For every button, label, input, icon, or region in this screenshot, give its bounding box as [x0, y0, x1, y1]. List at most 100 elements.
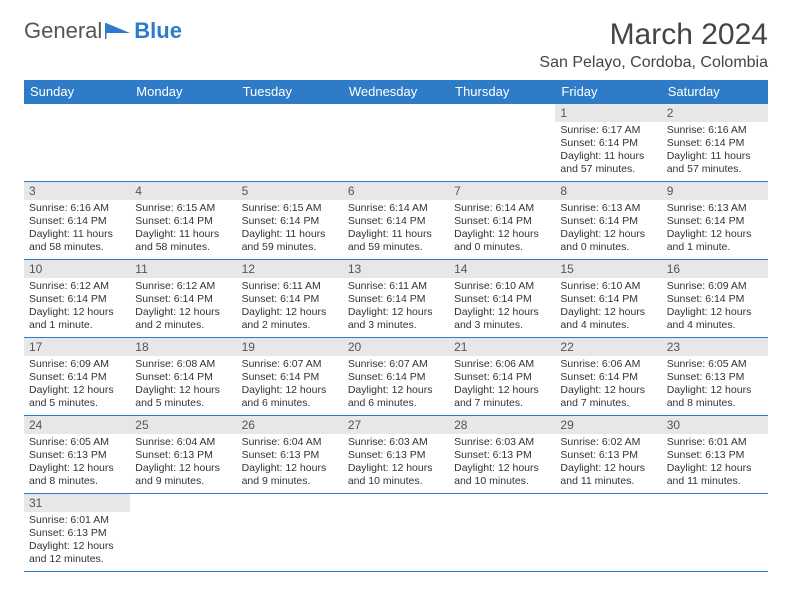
- day-number: 27: [343, 416, 449, 434]
- day-number: 24: [24, 416, 130, 434]
- day-cell: 22Sunrise: 6:06 AMSunset: 6:14 PMDayligh…: [555, 338, 661, 416]
- day-number: 5: [237, 182, 343, 200]
- day-cell: 25Sunrise: 6:04 AMSunset: 6:13 PMDayligh…: [130, 416, 236, 494]
- day-cell: 15Sunrise: 6:10 AMSunset: 6:14 PMDayligh…: [555, 260, 661, 338]
- day-content: Sunrise: 6:01 AMSunset: 6:13 PMDaylight:…: [662, 434, 768, 493]
- logo-text-1: General: [24, 18, 102, 44]
- day-content: Sunrise: 6:06 AMSunset: 6:14 PMDaylight:…: [449, 356, 555, 415]
- day-content: Sunrise: 6:11 AMSunset: 6:14 PMDaylight:…: [237, 278, 343, 337]
- day-content: Sunrise: 6:13 AMSunset: 6:14 PMDaylight:…: [662, 200, 768, 259]
- day-content: Sunrise: 6:04 AMSunset: 6:13 PMDaylight:…: [237, 434, 343, 493]
- day-content: Sunrise: 6:02 AMSunset: 6:13 PMDaylight:…: [555, 434, 661, 493]
- day-cell: 13Sunrise: 6:11 AMSunset: 6:14 PMDayligh…: [343, 260, 449, 338]
- day-cell: 26Sunrise: 6:04 AMSunset: 6:13 PMDayligh…: [237, 416, 343, 494]
- calendar-row: 24Sunrise: 6:05 AMSunset: 6:13 PMDayligh…: [24, 416, 768, 494]
- day-number: 11: [130, 260, 236, 278]
- calendar-body: 1Sunrise: 6:17 AMSunset: 6:14 PMDaylight…: [24, 104, 768, 572]
- day-cell: 5Sunrise: 6:15 AMSunset: 6:14 PMDaylight…: [237, 182, 343, 260]
- day-number: 4: [130, 182, 236, 200]
- day-cell: 14Sunrise: 6:10 AMSunset: 6:14 PMDayligh…: [449, 260, 555, 338]
- day-content: Sunrise: 6:01 AMSunset: 6:13 PMDaylight:…: [24, 512, 130, 571]
- day-cell: 18Sunrise: 6:08 AMSunset: 6:14 PMDayligh…: [130, 338, 236, 416]
- day-cell: 29Sunrise: 6:02 AMSunset: 6:13 PMDayligh…: [555, 416, 661, 494]
- empty-cell: [24, 104, 130, 182]
- day-number: 30: [662, 416, 768, 434]
- day-number: 19: [237, 338, 343, 356]
- day-content: Sunrise: 6:15 AMSunset: 6:14 PMDaylight:…: [130, 200, 236, 259]
- calendar-row: 10Sunrise: 6:12 AMSunset: 6:14 PMDayligh…: [24, 260, 768, 338]
- day-cell: 11Sunrise: 6:12 AMSunset: 6:14 PMDayligh…: [130, 260, 236, 338]
- day-cell: 4Sunrise: 6:15 AMSunset: 6:14 PMDaylight…: [130, 182, 236, 260]
- day-content: Sunrise: 6:04 AMSunset: 6:13 PMDaylight:…: [130, 434, 236, 493]
- day-content: Sunrise: 6:13 AMSunset: 6:14 PMDaylight:…: [555, 200, 661, 259]
- empty-cell: [237, 104, 343, 182]
- day-content: Sunrise: 6:05 AMSunset: 6:13 PMDaylight:…: [662, 356, 768, 415]
- day-number: 18: [130, 338, 236, 356]
- weekday-header: Monday: [130, 80, 236, 104]
- day-number: 23: [662, 338, 768, 356]
- day-cell: 23Sunrise: 6:05 AMSunset: 6:13 PMDayligh…: [662, 338, 768, 416]
- day-number: 15: [555, 260, 661, 278]
- day-number: 14: [449, 260, 555, 278]
- day-cell: 19Sunrise: 6:07 AMSunset: 6:14 PMDayligh…: [237, 338, 343, 416]
- calendar-row: 31Sunrise: 6:01 AMSunset: 6:13 PMDayligh…: [24, 494, 768, 572]
- day-number: 20: [343, 338, 449, 356]
- day-cell: 10Sunrise: 6:12 AMSunset: 6:14 PMDayligh…: [24, 260, 130, 338]
- day-content: Sunrise: 6:08 AMSunset: 6:14 PMDaylight:…: [130, 356, 236, 415]
- day-content: Sunrise: 6:09 AMSunset: 6:14 PMDaylight:…: [662, 278, 768, 337]
- title-block: March 2024 San Pelayo, Cordoba, Colombia: [539, 18, 768, 72]
- day-number: 16: [662, 260, 768, 278]
- day-cell: 24Sunrise: 6:05 AMSunset: 6:13 PMDayligh…: [24, 416, 130, 494]
- day-content: Sunrise: 6:10 AMSunset: 6:14 PMDaylight:…: [449, 278, 555, 337]
- day-number: 13: [343, 260, 449, 278]
- day-content: Sunrise: 6:07 AMSunset: 6:14 PMDaylight:…: [237, 356, 343, 415]
- day-number: 21: [449, 338, 555, 356]
- day-cell: 12Sunrise: 6:11 AMSunset: 6:14 PMDayligh…: [237, 260, 343, 338]
- empty-cell: [130, 104, 236, 182]
- day-content: Sunrise: 6:06 AMSunset: 6:14 PMDaylight:…: [555, 356, 661, 415]
- day-content: Sunrise: 6:14 AMSunset: 6:14 PMDaylight:…: [343, 200, 449, 259]
- logo-text-2: Blue: [134, 18, 182, 44]
- day-cell: 30Sunrise: 6:01 AMSunset: 6:13 PMDayligh…: [662, 416, 768, 494]
- empty-cell: [130, 494, 236, 572]
- calendar-table: SundayMondayTuesdayWednesdayThursdayFrid…: [24, 80, 768, 572]
- day-cell: 17Sunrise: 6:09 AMSunset: 6:14 PMDayligh…: [24, 338, 130, 416]
- weekday-header: Friday: [555, 80, 661, 104]
- logo-flag-icon: [104, 21, 132, 41]
- day-number: 28: [449, 416, 555, 434]
- page-header: General Blue March 2024 San Pelayo, Cord…: [24, 18, 768, 72]
- weekday-header: Sunday: [24, 80, 130, 104]
- calendar-row: 1Sunrise: 6:17 AMSunset: 6:14 PMDaylight…: [24, 104, 768, 182]
- day-cell: 8Sunrise: 6:13 AMSunset: 6:14 PMDaylight…: [555, 182, 661, 260]
- day-content: Sunrise: 6:03 AMSunset: 6:13 PMDaylight:…: [449, 434, 555, 493]
- empty-cell: [343, 104, 449, 182]
- page-title: March 2024: [539, 18, 768, 52]
- day-cell: 1Sunrise: 6:17 AMSunset: 6:14 PMDaylight…: [555, 104, 661, 182]
- empty-cell: [237, 494, 343, 572]
- day-number: 7: [449, 182, 555, 200]
- day-cell: 9Sunrise: 6:13 AMSunset: 6:14 PMDaylight…: [662, 182, 768, 260]
- day-cell: 7Sunrise: 6:14 AMSunset: 6:14 PMDaylight…: [449, 182, 555, 260]
- day-content: Sunrise: 6:07 AMSunset: 6:14 PMDaylight:…: [343, 356, 449, 415]
- weekday-header: Saturday: [662, 80, 768, 104]
- day-number: 8: [555, 182, 661, 200]
- empty-cell: [662, 494, 768, 572]
- day-content: Sunrise: 6:16 AMSunset: 6:14 PMDaylight:…: [24, 200, 130, 259]
- logo: General Blue: [24, 18, 182, 44]
- day-number: 3: [24, 182, 130, 200]
- day-content: Sunrise: 6:17 AMSunset: 6:14 PMDaylight:…: [555, 122, 661, 181]
- calendar-row: 3Sunrise: 6:16 AMSunset: 6:14 PMDaylight…: [24, 182, 768, 260]
- day-cell: 6Sunrise: 6:14 AMSunset: 6:14 PMDaylight…: [343, 182, 449, 260]
- day-number: 1: [555, 104, 661, 122]
- day-number: 6: [343, 182, 449, 200]
- day-content: Sunrise: 6:14 AMSunset: 6:14 PMDaylight:…: [449, 200, 555, 259]
- day-number: 2: [662, 104, 768, 122]
- day-content: Sunrise: 6:12 AMSunset: 6:14 PMDaylight:…: [24, 278, 130, 337]
- day-cell: 16Sunrise: 6:09 AMSunset: 6:14 PMDayligh…: [662, 260, 768, 338]
- weekday-header: Wednesday: [343, 80, 449, 104]
- day-content: Sunrise: 6:16 AMSunset: 6:14 PMDaylight:…: [662, 122, 768, 181]
- empty-cell: [555, 494, 661, 572]
- day-content: Sunrise: 6:12 AMSunset: 6:14 PMDaylight:…: [130, 278, 236, 337]
- day-content: Sunrise: 6:10 AMSunset: 6:14 PMDaylight:…: [555, 278, 661, 337]
- day-content: Sunrise: 6:11 AMSunset: 6:14 PMDaylight:…: [343, 278, 449, 337]
